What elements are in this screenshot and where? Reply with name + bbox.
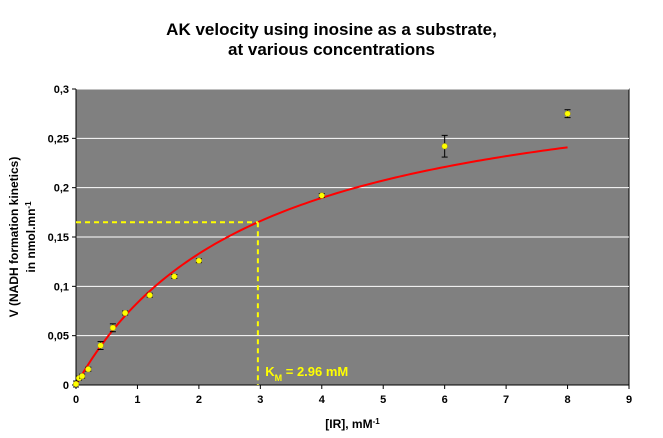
y-tick-label-2: 0,1 bbox=[54, 281, 69, 293]
data-point-10 bbox=[318, 192, 325, 199]
x-tick-label-0: 0 bbox=[73, 394, 79, 406]
x-tick-label-1: 1 bbox=[134, 394, 140, 406]
data-point-2 bbox=[79, 373, 86, 380]
x-tick-label-4: 4 bbox=[319, 394, 326, 406]
data-point-7 bbox=[146, 292, 153, 299]
data-point-4 bbox=[97, 342, 104, 349]
y-tick-label-5: 0,25 bbox=[48, 133, 69, 145]
chart-title-line-1: AK velocity using inosine as a substrate… bbox=[166, 20, 497, 39]
x-tick-label-3: 3 bbox=[257, 394, 263, 406]
x-tick-label-5: 5 bbox=[380, 394, 386, 406]
x-axis-label: [IR], mM-1 bbox=[325, 417, 380, 432]
y-axis-label-line-1: V (NADH formation kinetics) bbox=[7, 157, 21, 318]
data-point-11 bbox=[441, 143, 448, 150]
data-point-8 bbox=[171, 273, 178, 280]
data-point-12 bbox=[564, 110, 571, 117]
km-label: KM = 2.96 mM bbox=[265, 364, 348, 383]
data-point-0 bbox=[72, 380, 80, 388]
y-axis-label-line-2: in nmol.mn-1 bbox=[24, 201, 39, 273]
y-tick-label-1: 0,05 bbox=[48, 331, 69, 343]
x-tick-label-7: 7 bbox=[503, 394, 509, 406]
x-tick-label-2: 2 bbox=[196, 394, 202, 406]
chart-title-line-2: at various concentrations bbox=[228, 40, 435, 59]
data-point-3 bbox=[85, 366, 92, 373]
data-point-5 bbox=[109, 324, 116, 331]
x-tick-label-8: 8 bbox=[564, 394, 570, 406]
y-tick-label-0: 0 bbox=[63, 380, 69, 392]
y-tick-label-3: 0,15 bbox=[48, 232, 69, 244]
data-point-9 bbox=[195, 257, 202, 264]
data-point-6 bbox=[122, 309, 129, 317]
x-tick-label-9: 9 bbox=[626, 394, 632, 406]
y-tick-label-4: 0,2 bbox=[54, 183, 69, 195]
y-tick-label-6: 0,3 bbox=[54, 84, 69, 96]
x-tick-label-6: 6 bbox=[442, 394, 448, 406]
